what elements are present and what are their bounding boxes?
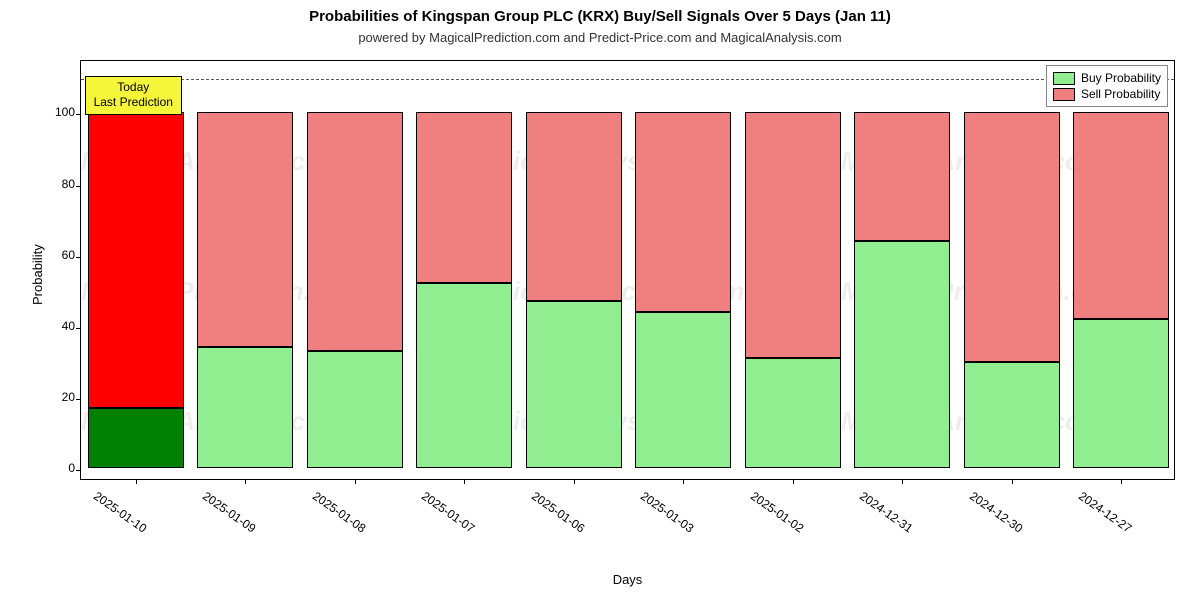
ytick-label: 100 xyxy=(55,105,81,119)
bar-buy xyxy=(1073,319,1169,468)
xtick-label: 2025-01-09 xyxy=(200,479,265,536)
legend-row-sell: Sell Probability xyxy=(1053,86,1161,102)
bar-buy xyxy=(745,358,841,468)
bar-sell xyxy=(964,112,1060,361)
ytick-mark xyxy=(76,399,81,400)
ytick-mark xyxy=(76,470,81,471)
x-axis-label: Days xyxy=(80,572,1175,587)
xtick-label: 2024-12-27 xyxy=(1076,479,1141,536)
legend-row-buy: Buy Probability xyxy=(1053,70,1161,86)
ytick-label: 80 xyxy=(62,177,81,191)
bar-buy xyxy=(307,351,403,468)
xtick-label: 2024-12-31 xyxy=(857,479,922,536)
bar-sell xyxy=(416,112,512,283)
bar-buy xyxy=(635,312,731,469)
ytick-label: 0 xyxy=(68,461,81,475)
bar-sell xyxy=(307,112,403,350)
bar-sell xyxy=(197,112,293,347)
plot-area: MagicalAnalysis.comMagicalAnalysis.comMa… xyxy=(80,60,1175,480)
xtick-label: 2025-01-02 xyxy=(748,479,813,536)
today-annotation: Today Last Prediction xyxy=(85,76,182,115)
bar-buy xyxy=(416,283,512,468)
reference-line xyxy=(81,79,1174,80)
xtick-mark xyxy=(683,479,684,484)
xtick-mark xyxy=(245,479,246,484)
legend-label-buy: Buy Probability xyxy=(1081,71,1161,85)
y-axis-label: Probability xyxy=(30,244,45,305)
bar-buy xyxy=(88,408,184,469)
ytick-label: 20 xyxy=(62,390,81,404)
xtick-mark xyxy=(136,479,137,484)
legend-label-sell: Sell Probability xyxy=(1081,87,1160,101)
bar-sell xyxy=(854,112,950,240)
ytick-mark xyxy=(76,114,81,115)
chart-container: Probabilities of Kingspan Group PLC (KRX… xyxy=(0,0,1200,600)
bar-buy xyxy=(526,301,622,468)
today-line1: Today xyxy=(94,80,173,96)
bar-sell xyxy=(88,112,184,407)
xtick-mark xyxy=(464,479,465,484)
bar-buy xyxy=(197,347,293,468)
xtick-mark xyxy=(355,479,356,484)
bar-sell xyxy=(745,112,841,358)
xtick-label: 2025-01-03 xyxy=(638,479,703,536)
xtick-label: 2025-01-08 xyxy=(310,479,375,536)
xtick-label: 2024-12-30 xyxy=(967,479,1032,536)
bar-sell xyxy=(526,112,622,301)
xtick-label: 2025-01-10 xyxy=(91,479,156,536)
chart-title: Probabilities of Kingspan Group PLC (KRX… xyxy=(0,8,1200,25)
xtick-mark xyxy=(902,479,903,484)
xtick-label: 2025-01-07 xyxy=(419,479,484,536)
chart-subtitle: powered by MagicalPrediction.com and Pre… xyxy=(0,30,1200,45)
xtick-mark xyxy=(1121,479,1122,484)
legend-swatch-buy xyxy=(1053,72,1075,85)
xtick-mark xyxy=(574,479,575,484)
bar-buy xyxy=(854,241,950,469)
ytick-label: 40 xyxy=(62,319,81,333)
bar-sell xyxy=(635,112,731,311)
xtick-label: 2025-01-06 xyxy=(529,479,594,536)
ytick-mark xyxy=(76,257,81,258)
today-line2: Last Prediction xyxy=(94,95,173,111)
legend-swatch-sell xyxy=(1053,88,1075,101)
ytick-mark xyxy=(76,186,81,187)
bar-sell xyxy=(1073,112,1169,318)
ytick-mark xyxy=(76,328,81,329)
ytick-label: 60 xyxy=(62,248,81,262)
bar-buy xyxy=(964,362,1060,469)
xtick-mark xyxy=(793,479,794,484)
legend: Buy Probability Sell Probability xyxy=(1046,65,1168,107)
xtick-mark xyxy=(1012,479,1013,484)
